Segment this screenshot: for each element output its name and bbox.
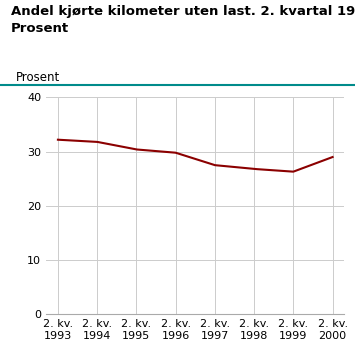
Text: Andel kjørte kilometer uten last. 2. kvartal 1993-2000.
Prosent: Andel kjørte kilometer uten last. 2. kva… <box>11 5 355 35</box>
Text: Prosent: Prosent <box>16 71 61 84</box>
